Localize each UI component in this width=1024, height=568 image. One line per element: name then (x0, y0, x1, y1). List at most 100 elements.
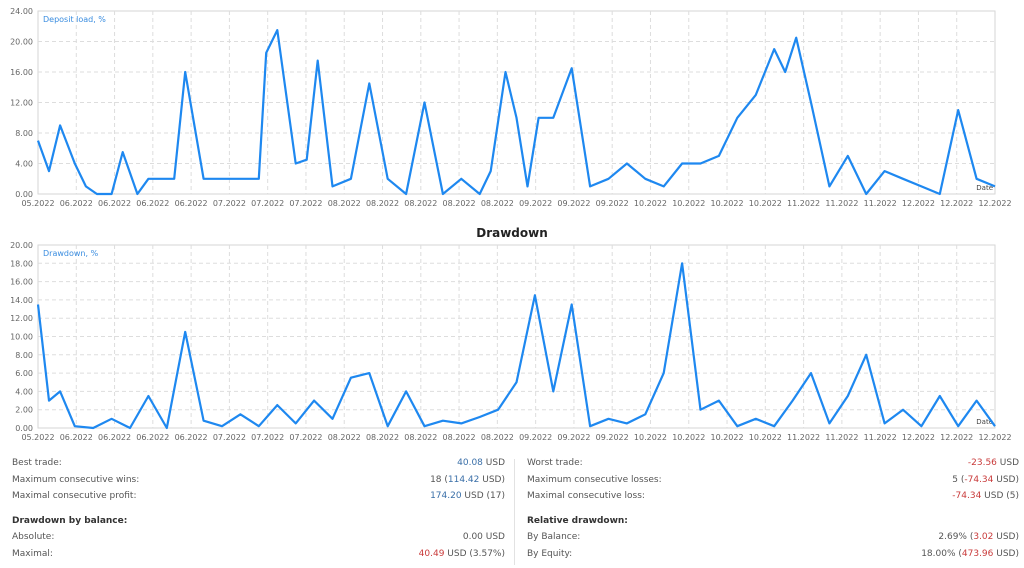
stats-left-column: Best trade: 40.08 USD Maximum consecutiv… (12, 455, 505, 562)
y-tick-label: 20.00 (10, 241, 33, 250)
x-tick-label: 08.2022 (481, 433, 514, 442)
x-tick-label: 08.2022 (366, 433, 399, 442)
x-tick-label: 11.2022 (825, 433, 858, 442)
series-line (36, 29, 996, 196)
x-tick-label: 10.2022 (672, 433, 705, 442)
x-tick-label: 06.2022 (175, 433, 208, 442)
y-tick-label: 14.00 (10, 296, 33, 305)
max-consecutive-loss-value: -74.34 (952, 491, 982, 501)
series-label: Deposit load, % (43, 15, 106, 24)
x-tick-label: 09.2022 (519, 433, 552, 442)
x-tick-label: 07.2022 (289, 433, 322, 442)
x-tick-label: 11.2022 (825, 199, 858, 208)
x-tick-label: 06.2022 (98, 199, 131, 208)
y-tick-label: 6.00 (15, 369, 33, 378)
worst-trade-value: -23.56 (967, 458, 997, 468)
drawdown-by-balance-heading: Drawdown by balance: (12, 515, 128, 526)
max-consecutive-profit-value: 174.20 (430, 491, 462, 501)
y-tick-label: 24.00 (10, 7, 33, 16)
x-tick-label: 10.2022 (749, 433, 782, 442)
x-tick-label: 07.2022 (251, 199, 284, 208)
max-consecutive-profit-row: Maximal consecutive profit: 174.20 USD (… (12, 491, 505, 501)
x-tick-label: 12.2022 (940, 199, 973, 208)
best-trade-value: 40.08 (457, 458, 483, 468)
deposit-load-chart: 24.00 20.00 16.00 12.00 8.00 4.00 0.00 05.2022 0… (0, 0, 1024, 212)
by-equity-row: By Equity: 18.00% (473.96 USD) (527, 548, 1019, 559)
relative-drawdown-heading: Relative drawdown: (527, 515, 628, 526)
absolute-drawdown-row: Absolute: 0.00 USD (12, 529, 505, 546)
y-tick-label: 2.00 (15, 406, 33, 415)
y-tick-label: 0.00 (15, 424, 33, 433)
x-tick-label: 07.2022 (289, 199, 322, 208)
column-divider (514, 459, 515, 565)
max-consecutive-loss-row: Maximal consecutive loss: -74.34 USD (5) (527, 491, 1019, 501)
max-consecutive-wins-row: Maximum consecutive wins: 18 (114.42 USD… (12, 474, 505, 485)
absolute-drawdown-value: 0.00 USD (462, 532, 505, 542)
maximal-drawdown-value: 40.49 (418, 548, 445, 559)
stats-right-column: Worst trade: -23.56 USD Maximum consecut… (527, 455, 1019, 562)
y-tick-label: 4.00 (15, 387, 33, 396)
x-tick-label: 10.2022 (710, 199, 743, 208)
max-consecutive-losses-value: -74.34 (964, 474, 994, 485)
x-tick-label: 10.2022 (634, 199, 667, 208)
y-tick-label: 0.00 (15, 190, 33, 199)
x-tick-label: 05.2022 (21, 433, 54, 442)
x-tick-label: 08.2022 (404, 433, 437, 442)
drawdown-plot: 20.00 18.00 16.00 14.00 12.00 10.00 8.00 6.00 4.… (10, 241, 1011, 442)
max-consecutive-losses-row: Maximum consecutive losses: 5 (-74.34 US… (527, 474, 1019, 485)
series-label: Drawdown, % (43, 249, 99, 258)
y-tick-label: 4.00 (15, 160, 33, 169)
y-tick-label: 8.00 (15, 129, 33, 138)
x-tick-label: 06.2022 (175, 199, 208, 208)
x-tick-label: 11.2022 (864, 433, 897, 442)
x-tick-label: 12.2022 (978, 199, 1011, 208)
x-tick-label: 09.2022 (596, 199, 629, 208)
y-tick-label: 20.00 (10, 38, 33, 47)
x-tick-label: 06.2022 (60, 199, 93, 208)
x-tick-label: 08.2022 (366, 199, 399, 208)
maximal-drawdown-row: Maximal: 40.49 USD (3.57%) (12, 548, 505, 559)
x-tick-label: 10.2022 (749, 199, 782, 208)
y-tick-label: 8.00 (15, 351, 33, 360)
x-axis-label: Date (976, 184, 993, 192)
x-tick-label: 08.2022 (443, 433, 476, 442)
x-tick-label: 08.2022 (443, 199, 476, 208)
x-tick-label: 12.2022 (978, 433, 1011, 442)
x-tick-label: 07.2022 (251, 433, 284, 442)
y-tick-label: 18.00 (10, 259, 33, 268)
x-tick-label: 06.2022 (136, 433, 169, 442)
x-tick-label: 06.2022 (60, 433, 93, 442)
drawdown-chart-title: Drawdown (476, 226, 548, 240)
series-line (36, 262, 996, 430)
best-trade-row: Best trade: 40.08 USD (12, 458, 505, 468)
x-tick-label: 12.2022 (940, 433, 973, 442)
x-tick-label: 09.2022 (519, 199, 552, 208)
x-tick-label: 08.2022 (328, 433, 361, 442)
y-tick-label: 12.00 (10, 314, 33, 323)
x-tick-label: 11.2022 (787, 433, 820, 442)
max-consecutive-wins-value: 114.42 (447, 474, 480, 485)
by-balance-value: 3.02 (973, 532, 994, 542)
x-tick-label: 08.2022 (404, 199, 437, 208)
y-tick-label: 10.00 (10, 333, 33, 342)
x-tick-label: 09.2022 (557, 433, 590, 442)
x-tick-label: 07.2022 (213, 199, 246, 208)
worst-trade-row: Worst trade: -23.56 USD (527, 458, 1019, 468)
y-tick-label: 16.00 (10, 278, 33, 287)
x-axis-label: Date (976, 418, 993, 426)
y-tick-label: 16.00 (10, 68, 33, 77)
x-tick-label: 12.2022 (902, 433, 935, 442)
x-tick-label: 10.2022 (672, 199, 705, 208)
y-tick-label: 12.00 (10, 99, 33, 108)
x-tick-label: 09.2022 (596, 433, 629, 442)
x-tick-label: 11.2022 (787, 199, 820, 208)
x-tick-label: 08.2022 (481, 199, 514, 208)
by-equity-value: 473.96 (961, 548, 994, 559)
drawdown-chart: 20.00 18.00 16.00 14.00 12.00 10.00 8.00 6.00 4.… (0, 238, 1024, 444)
x-tick-label: 12.2022 (902, 199, 935, 208)
x-tick-label: 10.2022 (634, 433, 667, 442)
trade-statistics: Best trade: 40.08 USD Maximum consecutiv… (0, 455, 1024, 568)
x-tick-label: 05.2022 (21, 199, 54, 208)
x-tick-label: 08.2022 (328, 199, 361, 208)
